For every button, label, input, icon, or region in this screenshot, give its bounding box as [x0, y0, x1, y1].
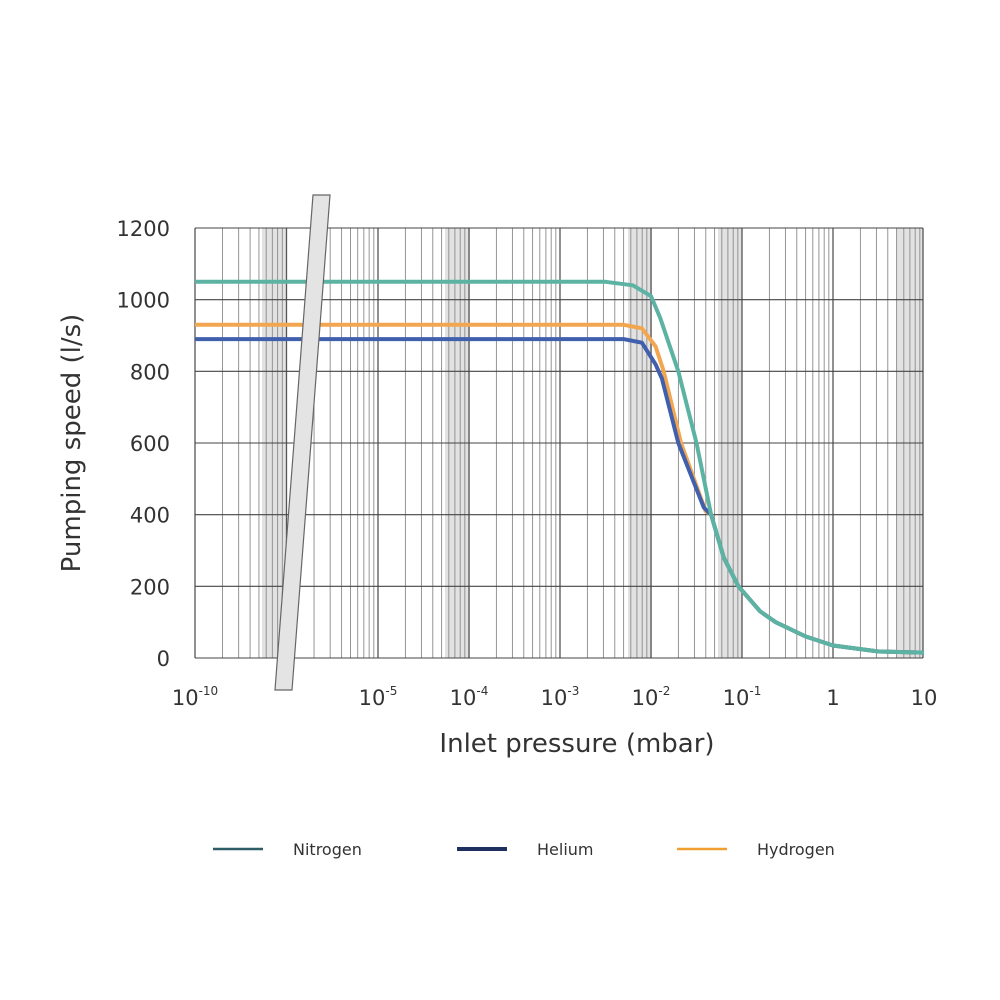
- y-tick-labels: 0 200 400 600 800 1000 1200: [117, 217, 170, 671]
- y-tick-label: 800: [130, 360, 170, 384]
- legend-item-hydrogen: Hydrogen: [677, 840, 835, 859]
- series-line-nitrogen: [195, 279, 925, 655]
- x-tick-label: 1: [826, 686, 839, 710]
- x-tick-base: 10: [172, 686, 199, 710]
- y-axis-label: Pumping speed (l/s): [57, 314, 87, 573]
- x-tick-label: 10-1: [723, 684, 762, 710]
- x-tick-exponent: -1: [749, 684, 761, 698]
- axis-break-bar: [274, 194, 331, 691]
- legend-label: Hydrogen: [757, 840, 835, 859]
- y-tick-label: 400: [130, 504, 170, 528]
- x-tick-label: 10-5: [359, 684, 398, 710]
- x-tick-label: 10-3: [541, 684, 580, 710]
- legend-label: Helium: [537, 840, 594, 859]
- x-tick-label: 10: [911, 686, 938, 710]
- x-tick-base: 1: [826, 686, 839, 710]
- y-tick-label: 1000: [117, 289, 170, 313]
- y-tick-label: 600: [130, 432, 170, 456]
- x-tick-base: 10: [359, 686, 386, 710]
- y-tick-label: 200: [130, 575, 170, 599]
- x-tick-base: 10: [911, 686, 938, 710]
- series-lines: [195, 279, 925, 655]
- x-tick-label: 10-2: [632, 684, 671, 710]
- legend: Nitrogen Helium Hydrogen: [213, 840, 835, 859]
- x-tick-base: 10: [632, 686, 659, 710]
- legend-label: Nitrogen: [293, 840, 362, 859]
- x-tick-base: 10: [450, 686, 477, 710]
- y-tick-label: 0: [157, 647, 170, 671]
- x-tick-exponent: -3: [567, 684, 579, 698]
- x-axis-label: Inlet pressure (mbar): [439, 729, 714, 759]
- x-tick-base: 10: [723, 686, 750, 710]
- x-tick-base: 10: [541, 686, 568, 710]
- x-tick-label: 10-4: [450, 684, 489, 710]
- x-tick-exponent: -5: [385, 684, 397, 698]
- x-tick-exponent: -10: [199, 684, 219, 698]
- x-tick-labels: 10-10 10-5 10-4 10-3 10-2 10-1 1 10: [172, 684, 938, 710]
- x-tick-exponent: -4: [476, 684, 488, 698]
- axis-break: [274, 194, 331, 691]
- x-tick-exponent: -2: [658, 684, 670, 698]
- x-tick-label: 10-10: [172, 684, 218, 710]
- y-tick-label: 1200: [117, 217, 170, 241]
- legend-item-nitrogen: Nitrogen: [213, 840, 362, 859]
- legend-item-helium: Helium: [457, 840, 594, 859]
